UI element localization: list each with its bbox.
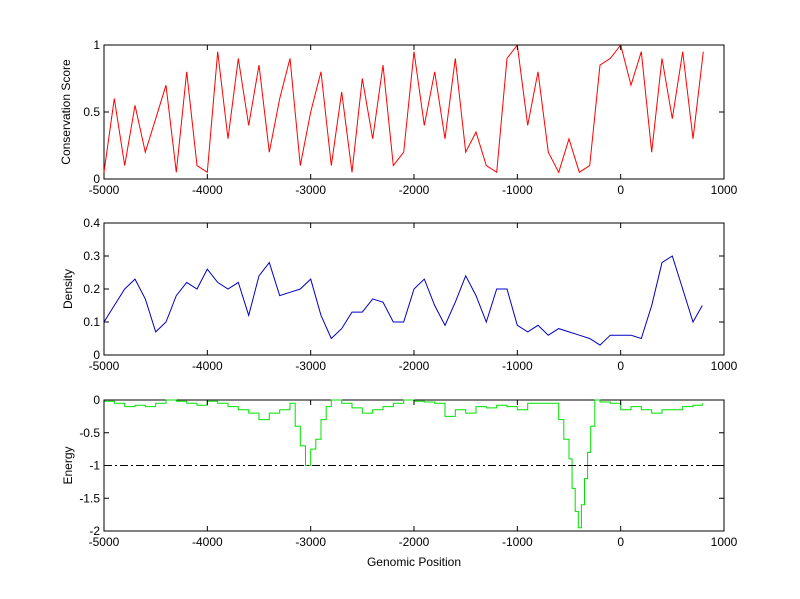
- x-tick-label: -1000: [502, 535, 533, 549]
- x-tick-label: -3000: [295, 183, 326, 197]
- series-group: [103, 255, 703, 346]
- x-tick-label: 0: [617, 359, 624, 373]
- series-line: [103, 255, 703, 346]
- x-axis-ticks: -5000 -4000 -3000 -2000 -1000 0 1000: [89, 45, 738, 197]
- y-tick-label: 1: [93, 38, 100, 52]
- x-tick-label: -5000: [89, 535, 120, 549]
- y-tick-label: 0.4: [83, 216, 100, 230]
- x-tick-label: -3000: [295, 359, 326, 373]
- y-tick-label: 0.5: [83, 105, 100, 119]
- series-line: [103, 43, 704, 174]
- series-group: [103, 43, 704, 174]
- y-axis-label: Density: [61, 269, 75, 309]
- x-tick-label: -1000: [502, 183, 533, 197]
- y-axis-ticks: 00.51: [83, 38, 724, 186]
- y-tick-label: -2: [89, 524, 100, 538]
- x-tick-label: -4000: [192, 359, 223, 373]
- y-axis-ticks: -2 -1.5 -1 -0.5 0: [79, 393, 724, 538]
- y-axis-label: Conservation Score: [59, 59, 73, 165]
- y-axis-label: Energy: [61, 446, 75, 484]
- x-tick-label: 0: [617, 183, 624, 197]
- x-tick-label: -2000: [399, 359, 430, 373]
- x-tick-label: 1000: [711, 535, 738, 549]
- x-axis-label: Genomic Position: [367, 555, 461, 569]
- y-tick-label: 0: [93, 393, 100, 407]
- y-tick-label: 0: [93, 172, 100, 186]
- density-panel: -5000 -4000 -3000 -2000 -1000 0 1000 0 0.1 0.2 0.…: [61, 216, 738, 373]
- x-tick-label: -5000: [89, 359, 120, 373]
- y-tick-label: -1.5: [79, 491, 100, 505]
- x-tick-label: -4000: [192, 535, 223, 549]
- x-tick-label: -4000: [192, 183, 223, 197]
- x-tick-label: 0: [617, 535, 624, 549]
- x-axis-ticks: -5000 -4000 -3000 -2000 -1000 0 1000: [89, 223, 738, 373]
- x-tick-label: -2000: [399, 535, 430, 549]
- energy-panel: -5000 -4000 -3000 -2000 -1000 0 1000 -2-1.5-1-…: [61, 393, 738, 569]
- y-tick-label: 0.2: [83, 282, 100, 296]
- x-tick-label: 1000: [711, 183, 738, 197]
- x-tick-label: -2000: [399, 183, 430, 197]
- x-tick-label: 1000: [711, 359, 738, 373]
- x-tick-label: -1000: [502, 359, 533, 373]
- x-axis-ticks: -5000 -4000 -3000 -2000 -1000 0 1000: [89, 400, 738, 549]
- y-tick-label: 0.1: [83, 315, 100, 329]
- y-axis-ticks: 0 0.1 0.2 0.3 0.4: [83, 216, 724, 362]
- y-tick-label: 0: [93, 348, 100, 362]
- y-tick-label: -1: [89, 459, 100, 473]
- conservation-score-panel: -5000 -4000 -3000 -2000 -1000 0 1000 00.51 Con…: [59, 38, 738, 197]
- x-tick-label: -3000: [295, 535, 326, 549]
- y-tick-label: -0.5: [79, 426, 100, 440]
- y-tick-label: 0.3: [83, 249, 100, 263]
- x-tick-label: -5000: [89, 183, 120, 197]
